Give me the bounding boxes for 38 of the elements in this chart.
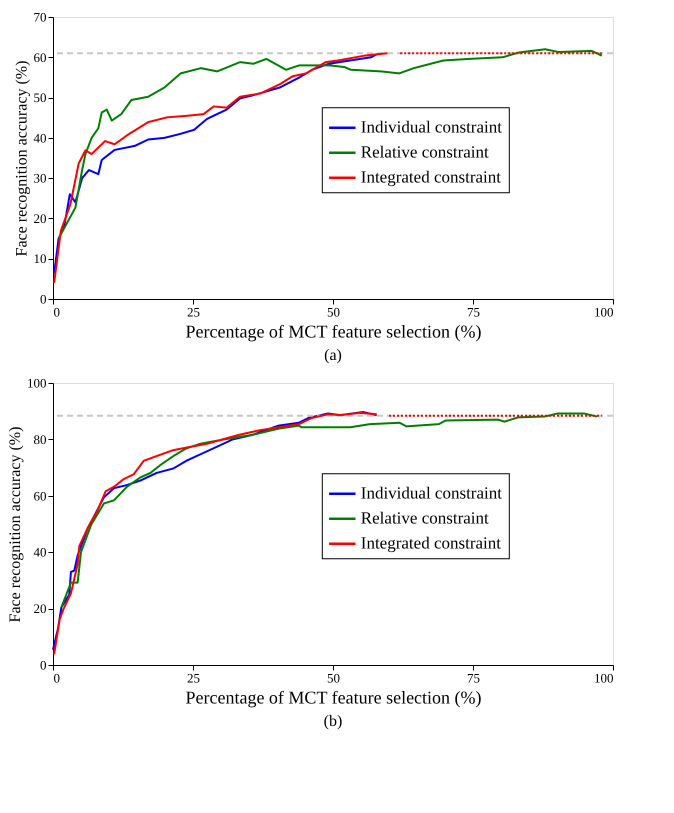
y-tick-label: 50 [34, 90, 46, 106]
x-tick-label: 0 [54, 670, 60, 686]
y-tick-label: 100 [27, 376, 46, 390]
x-tick-label: 0 [54, 304, 60, 320]
x-tick-label: 50 [327, 670, 340, 686]
x-axis-title: Percentage of MCT feature selection (%) [185, 688, 482, 708]
y-tick-label: 80 [34, 432, 46, 447]
y-tick-label: 10 [34, 251, 46, 266]
legend-label: Individual constraint [360, 118, 502, 137]
text: (b) [324, 713, 342, 730]
y-tick-label: 0 [40, 658, 46, 672]
text: (a) [324, 347, 342, 364]
x-tick-label: 50 [327, 304, 340, 320]
x-tick-label: 100 [594, 670, 614, 686]
legend-label: Relative constraint [360, 508, 490, 528]
y-tick-label: 60 [34, 50, 46, 65]
y-tick-label: 20 [34, 210, 46, 226]
x-tick-label: 100 [594, 304, 614, 320]
legend-label: Individual constraint [360, 484, 502, 503]
legend-label: Relative constraint [360, 142, 490, 162]
legend-label: Integrated constraint [360, 534, 502, 553]
y-tick-label: 70 [34, 10, 46, 24]
x-axis-title: Percentage of MCT feature selection (%) [185, 322, 482, 342]
y-tick-label: 40 [34, 544, 46, 560]
line-series [58, 48, 603, 240]
y-tick-label: 40 [34, 130, 46, 146]
y-tick-label: 0 [40, 292, 46, 306]
y-axis-title: Face recognition accuracy (%) [7, 426, 24, 622]
x-tick-label: 25 [187, 304, 200, 320]
x-tick-label: 75 [467, 670, 480, 686]
x-tick-label: 75 [467, 304, 480, 320]
legend-label: Integrated constraint [360, 168, 502, 187]
y-tick-label: 20 [34, 601, 46, 616]
x-tick-label: 25 [187, 670, 200, 686]
y-axis-title: Face recognition accuracy (%) [14, 60, 30, 256]
line-series [60, 412, 598, 608]
y-tick-label: 60 [34, 488, 46, 504]
y-tick-label: 30 [34, 170, 46, 186]
